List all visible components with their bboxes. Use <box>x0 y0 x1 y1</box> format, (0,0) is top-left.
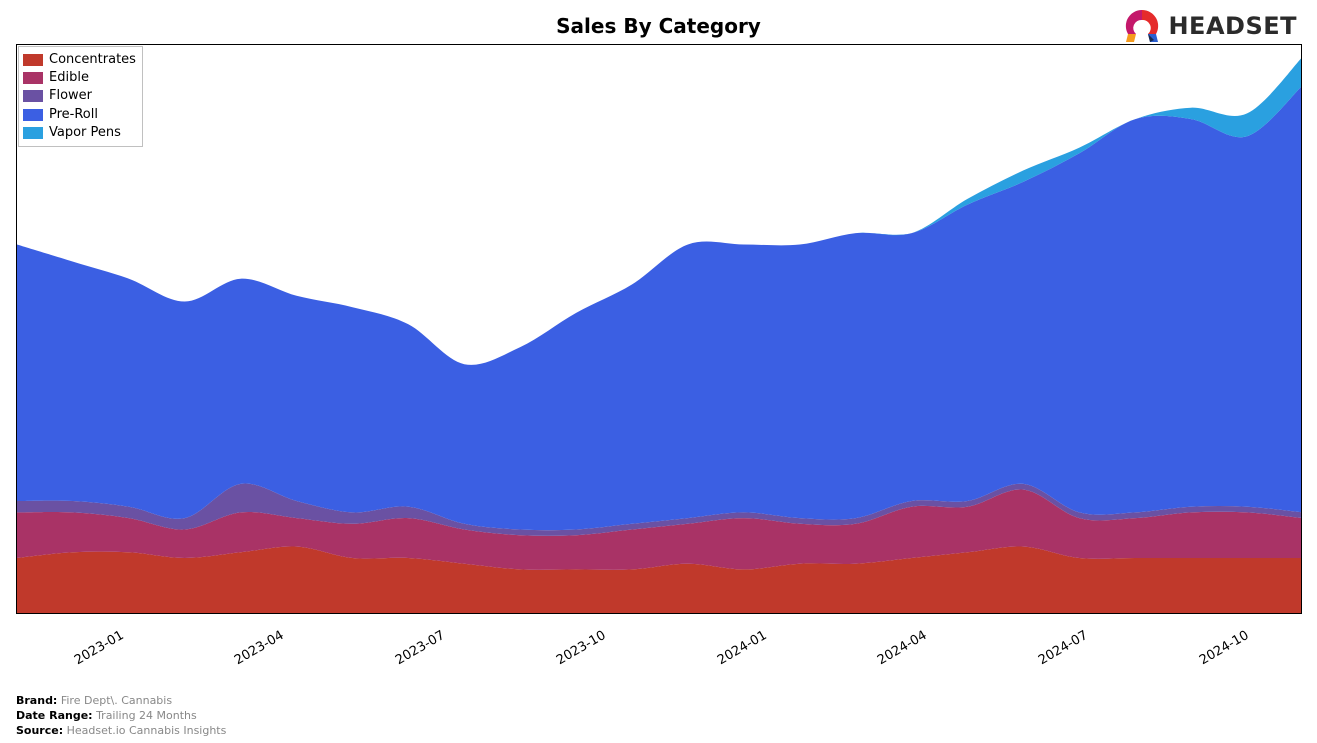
meta-daterange-label: Date Range: <box>16 709 93 722</box>
headset-logo: HEADSET <box>1122 6 1297 46</box>
x-tick-label: 2024-04 <box>875 628 930 668</box>
legend-item-concentrates: Concentrates <box>23 51 136 69</box>
meta-source-row: Source: Headset.io Cannabis Insights <box>16 724 226 739</box>
legend-item-edible: Edible <box>23 69 136 87</box>
legend-label: Pre-Roll <box>49 106 98 124</box>
headset-logo-text: HEADSET <box>1168 12 1297 40</box>
legend-swatch <box>23 109 43 121</box>
meta-source-label: Source: <box>16 724 63 737</box>
x-tick-label: 2023-01 <box>72 628 127 668</box>
chart-plot-area: ConcentratesEdibleFlowerPre-RollVapor Pe… <box>16 44 1302 614</box>
legend-swatch <box>23 72 43 84</box>
x-tick-label: 2024-10 <box>1197 628 1252 668</box>
legend-item-flower: Flower <box>23 87 136 105</box>
legend-label: Concentrates <box>49 51 136 69</box>
meta-daterange-value: Trailing 24 Months <box>96 709 197 722</box>
area-pre-roll <box>17 85 1302 530</box>
x-tick-label: 2023-10 <box>554 628 609 668</box>
x-axis-labels: 2023-01 2023-04 2023-07 2023-10 2024-01 2024-… <box>16 622 1302 682</box>
meta-brand-row: Brand: Fire Dept\. Cannabis <box>16 694 226 709</box>
chart-metadata: Brand: Fire Dept\. Cannabis Date Range: … <box>16 694 226 739</box>
chart-title: Sales By Category <box>0 14 1317 38</box>
x-tick-label: 2024-01 <box>715 628 770 668</box>
chart-legend: ConcentratesEdibleFlowerPre-RollVapor Pe… <box>18 46 143 147</box>
legend-label: Edible <box>49 69 89 87</box>
x-tick-label: 2023-07 <box>393 628 448 668</box>
x-tick-label: 2024-07 <box>1036 628 1091 668</box>
meta-brand-label: Brand: <box>16 694 57 707</box>
legend-label: Vapor Pens <box>49 124 121 142</box>
x-tick-label: 2023-04 <box>232 628 287 668</box>
chart-title-text: Sales By Category <box>556 14 761 38</box>
legend-item-pre-roll: Pre-Roll <box>23 106 136 124</box>
legend-label: Flower <box>49 87 92 105</box>
legend-swatch <box>23 54 43 66</box>
legend-item-vapor-pens: Vapor Pens <box>23 124 136 142</box>
meta-source-value: Headset.io Cannabis Insights <box>67 724 227 737</box>
meta-brand-value: Fire Dept\. Cannabis <box>61 694 172 707</box>
legend-swatch <box>23 90 43 102</box>
headset-logo-icon <box>1122 6 1162 46</box>
area-chart-svg <box>17 45 1302 614</box>
meta-daterange-row: Date Range: Trailing 24 Months <box>16 709 226 724</box>
legend-swatch <box>23 127 43 139</box>
